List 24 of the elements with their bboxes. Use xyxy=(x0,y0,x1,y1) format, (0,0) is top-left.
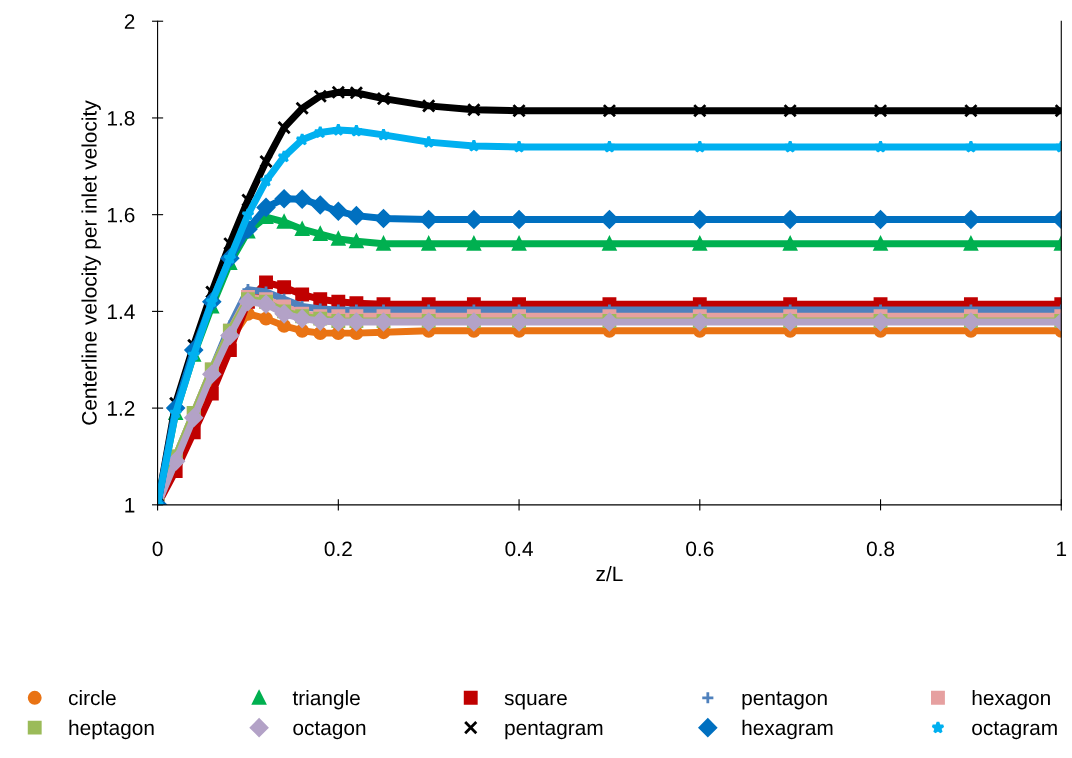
y-tick-label: 1 xyxy=(125,498,135,513)
x-tick-label: 0 xyxy=(152,541,163,557)
y-tick-label: 1.6 xyxy=(107,207,135,223)
x-tick-label: 0.6 xyxy=(686,541,714,557)
legend-label: triangle xyxy=(292,689,360,710)
x-tick-label: 1 xyxy=(1057,541,1067,557)
y-axis-title: Centerline velocity per inlet velocity xyxy=(81,100,101,425)
x-tick-label: 0.4 xyxy=(505,541,533,557)
y-tick-label: 1.8 xyxy=(107,110,135,126)
y-tick-label: 2 xyxy=(124,14,135,29)
legend-label: octagram xyxy=(972,721,1057,740)
legend-label: hexagram xyxy=(742,719,833,740)
x-axis-title: z/L xyxy=(596,565,623,582)
x-tick-label: 0.2 xyxy=(324,541,352,557)
legend-label: pentagram xyxy=(505,721,603,740)
legend-label: pentagon xyxy=(742,691,827,710)
y-tick-label: 1.4 xyxy=(107,304,135,319)
legend-label: hexagon xyxy=(972,689,1050,710)
y-tick-label: 1.2 xyxy=(107,401,135,416)
x-tick-label: 0.8 xyxy=(866,541,895,557)
legend-label: octagon xyxy=(293,721,366,740)
legend-label: square xyxy=(504,693,567,710)
legend-label: heptagon xyxy=(69,719,154,740)
legend-label: circle xyxy=(68,689,116,706)
